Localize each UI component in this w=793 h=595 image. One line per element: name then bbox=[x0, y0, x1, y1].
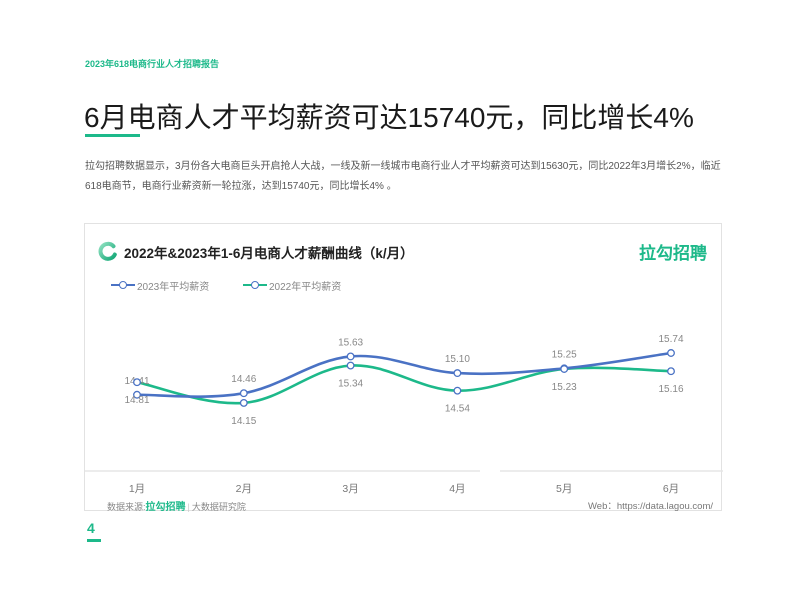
ring-logo-icon bbox=[98, 241, 117, 261]
data-label: 15.25 bbox=[552, 349, 577, 360]
series-line-2023 bbox=[135, 351, 673, 398]
data-label: 15.10 bbox=[445, 354, 470, 365]
page-number: 4 bbox=[87, 520, 95, 536]
source-brand: 拉勾招聘 bbox=[145, 502, 186, 513]
data-point-marker[interactable] bbox=[133, 378, 141, 387]
series-line-2022 bbox=[135, 364, 673, 405]
data-point-marker[interactable] bbox=[667, 367, 675, 376]
x-tick-label: 5月 bbox=[556, 483, 572, 495]
data-point-marker[interactable] bbox=[453, 369, 462, 378]
legend-label: 2023年平均薪资 bbox=[137, 281, 210, 293]
x-tick-label: 3月 bbox=[342, 483, 358, 495]
data-label: 14.81 bbox=[124, 395, 149, 406]
data-label: 15.74 bbox=[658, 334, 683, 345]
line-chart: 1月2月3月4月5月6月14.4114.4615.6315.1015.2515.… bbox=[85, 334, 723, 495]
source-label: 数据来源: bbox=[107, 502, 146, 512]
legend-line-marker-icon bbox=[243, 280, 267, 290]
data-label: 14.54 bbox=[445, 404, 470, 415]
x-tick-label: 4月 bbox=[449, 483, 465, 495]
data-label: 15.34 bbox=[338, 379, 363, 390]
chart-title: 2022年&2023年1-6月电商人才薪酬曲线（k/月） bbox=[124, 246, 414, 261]
source-org: 大数据研究院 bbox=[191, 502, 246, 512]
intro-paragraph: 拉勾招聘数据显示，3月份各大电商巨头开启抢人大战，一线及新一线城市电商行业人才平… bbox=[85, 157, 735, 197]
x-tick-label: 1月 bbox=[129, 483, 145, 495]
page-number-bar bbox=[87, 539, 101, 542]
data-label: 15.16 bbox=[658, 384, 683, 395]
intro-line: 拉勾招聘数据显示，3月份各大电商巨头开启抢人大战，一线及新一线城市电商行业人才平… bbox=[85, 161, 721, 172]
data-point-marker[interactable] bbox=[346, 361, 355, 370]
legend-label: 2022年平均薪资 bbox=[269, 281, 342, 293]
data-label: 14.46 bbox=[231, 374, 256, 385]
data-label: 15.63 bbox=[338, 337, 363, 348]
x-tick-label: 2月 bbox=[236, 483, 252, 495]
data-point-marker[interactable] bbox=[239, 389, 248, 398]
data-point-marker[interactable] bbox=[453, 386, 462, 395]
web-url[interactable]: Web：https://data.lagou.com/ bbox=[588, 501, 713, 512]
chart-card: 2022年&2023年1-6月电商人才薪酬曲线（k/月） 拉勾招聘 2023年平… bbox=[84, 223, 723, 513]
intro-line: 618电商节，电商行业薪资新一轮拉涨，达到15740元，同比增长4% 。 bbox=[85, 181, 397, 192]
legend-line-marker-icon bbox=[111, 280, 135, 290]
data-label: 14.15 bbox=[231, 416, 256, 427]
source-separator: | bbox=[187, 502, 190, 512]
data-label: 15.23 bbox=[552, 382, 577, 393]
data-source: 数据来源:拉勾招聘 | 大数据研究院 bbox=[107, 498, 246, 513]
legend-item-2022[interactable]: 2022年平均薪资 bbox=[243, 278, 342, 293]
brand-logo-text: 拉勾招聘 bbox=[639, 244, 707, 263]
legend-item-2023[interactable]: 2023年平均薪资 bbox=[111, 278, 210, 293]
data-point-marker[interactable] bbox=[239, 398, 248, 407]
page-title: 6月电商人才平均薪资可达15740元，同比增长4% bbox=[84, 102, 694, 133]
title-underline bbox=[85, 134, 140, 137]
data-point-marker[interactable] bbox=[346, 352, 355, 361]
report-tag: 2023年618电商行业人才招聘报告 bbox=[85, 59, 220, 69]
x-tick-label: 6月 bbox=[663, 483, 679, 495]
data-point-marker[interactable] bbox=[560, 365, 569, 373]
data-point-marker[interactable] bbox=[133, 390, 141, 399]
data-point-marker[interactable] bbox=[667, 349, 675, 357]
